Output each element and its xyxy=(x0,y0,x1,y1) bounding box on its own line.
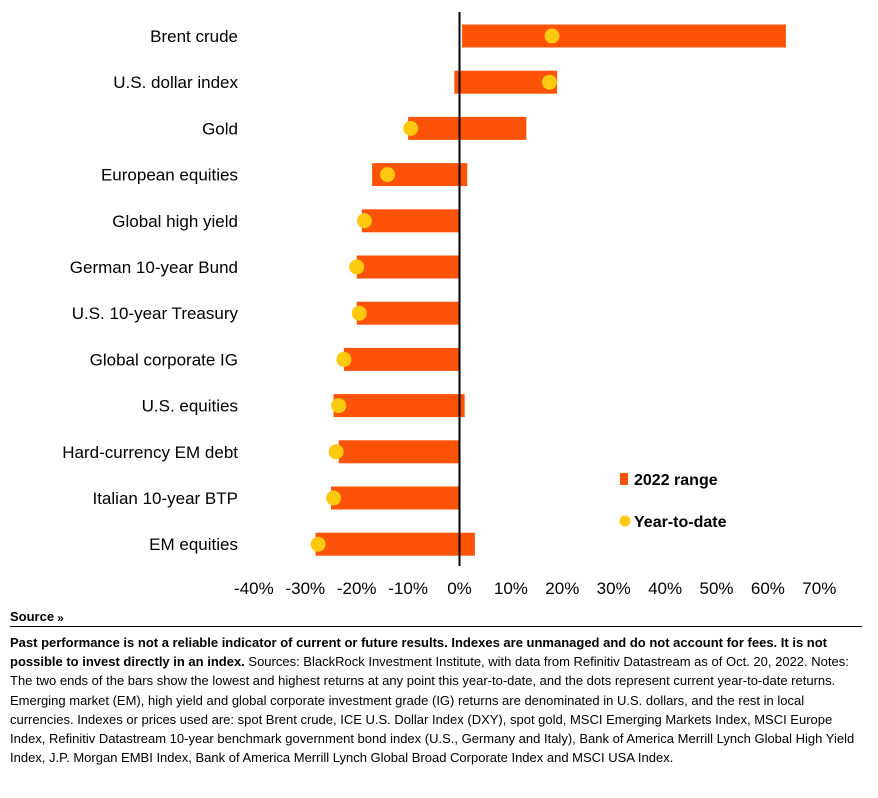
legend-ytd-label: Year-to-date xyxy=(634,514,727,531)
ytd-dot xyxy=(380,167,396,183)
range-bar xyxy=(462,24,786,48)
bar-chart: Brent crude U.S. dollar index Gold European… xyxy=(62,12,836,598)
x-tick-label: 20% xyxy=(545,579,579,598)
category-label: Global corporate IG xyxy=(90,350,238,369)
category-label: Italian 10-year BTP xyxy=(92,489,238,508)
ytd-dot xyxy=(544,28,560,44)
ytd-dot xyxy=(349,259,365,275)
source-label: Source xyxy=(10,609,55,624)
ytd-dot xyxy=(541,74,557,90)
category-label: EM equities xyxy=(149,535,238,554)
x-axis-tick-labels: -40% -30% -20% -10% 0% 10% 20% 30% 40% 50% 60% 70% xyxy=(234,579,836,598)
range-bar xyxy=(343,347,460,371)
ytd-dot xyxy=(328,444,344,460)
source-notes-text: Sources: BlackRock Investment Institute,… xyxy=(10,654,855,766)
x-tick-label: -10% xyxy=(388,579,428,598)
x-tick-label: 10% xyxy=(494,579,528,598)
ytd-dot xyxy=(351,305,367,321)
legend-ytd-swatch xyxy=(619,515,631,527)
range-bars xyxy=(315,24,786,556)
ytd-dot xyxy=(356,213,372,229)
range-bar xyxy=(315,532,475,556)
range-bar xyxy=(356,255,460,279)
ytd-dot xyxy=(326,490,342,506)
category-label: U.S. dollar index xyxy=(113,73,238,92)
source-toggle[interactable]: Source » xyxy=(10,609,64,624)
range-bar xyxy=(372,163,468,187)
range-bar xyxy=(408,116,527,140)
category-label: European equities xyxy=(101,166,238,185)
category-label: Gold xyxy=(202,119,238,138)
range-bar xyxy=(333,394,465,418)
x-tick-label: -20% xyxy=(337,579,377,598)
x-tick-label: 50% xyxy=(699,579,733,598)
category-labels: Brent crude U.S. dollar index Gold European… xyxy=(62,27,238,554)
range-bar xyxy=(356,301,460,325)
ytd-dots xyxy=(310,28,560,552)
range-bar xyxy=(338,440,460,464)
range-bar xyxy=(331,486,460,510)
ytd-dot xyxy=(403,120,419,136)
double-chevron-down-icon: » xyxy=(57,610,64,625)
x-tick-label: 30% xyxy=(597,579,631,598)
legend-range-label: 2022 range xyxy=(634,472,718,489)
legend-range-swatch xyxy=(620,473,628,485)
ytd-dot xyxy=(331,398,347,414)
disclaimer-text: Past performance is not a reliable indic… xyxy=(10,635,828,670)
category-label: U.S. 10-year Treasury xyxy=(72,304,239,323)
x-tick-label: 0% xyxy=(447,579,472,598)
range-bar xyxy=(361,209,460,233)
ytd-dot xyxy=(336,351,352,367)
legend: 2022 range Year-to-date xyxy=(619,472,727,531)
ytd-dot xyxy=(310,536,326,552)
divider xyxy=(10,626,862,627)
category-label: Global high yield xyxy=(112,212,238,231)
x-tick-label: -40% xyxy=(234,579,274,598)
category-label: U.S. equities xyxy=(142,397,238,416)
range-bar xyxy=(454,70,558,94)
category-label: Brent crude xyxy=(150,27,238,46)
x-tick-label: 40% xyxy=(648,579,682,598)
x-tick-label: 70% xyxy=(802,579,836,598)
category-label: German 10-year Bund xyxy=(70,258,238,277)
source-note: Past performance is not a reliable indic… xyxy=(10,633,866,767)
x-tick-label: 60% xyxy=(751,579,785,598)
category-label: Hard-currency EM debt xyxy=(62,443,238,462)
x-tick-label: -30% xyxy=(285,579,325,598)
